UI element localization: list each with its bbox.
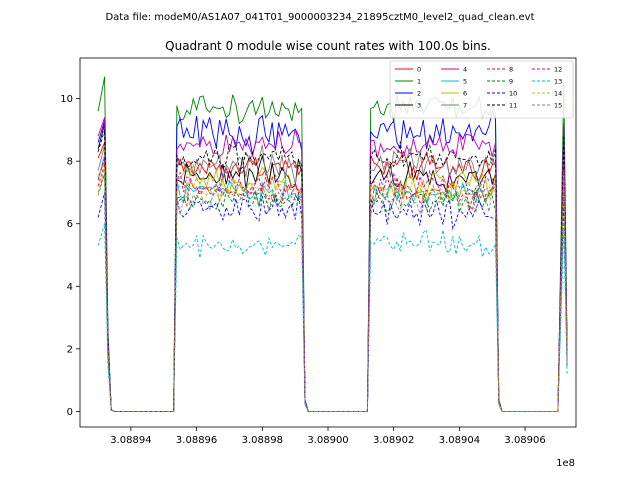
x-tick-label: 3.08906 bbox=[504, 435, 545, 446]
chart-title: Quadrant 0 module wise count rates with … bbox=[165, 39, 491, 53]
legend-label-2: 2 bbox=[417, 90, 421, 98]
legend-label-9: 9 bbox=[509, 78, 513, 86]
y-tick-label: 2 bbox=[67, 344, 73, 355]
legend-label-7: 7 bbox=[463, 102, 467, 110]
y-tick-label: 8 bbox=[67, 157, 73, 168]
legend-label-6: 6 bbox=[463, 90, 467, 98]
legend-label-0: 0 bbox=[417, 66, 421, 74]
series-line-15 bbox=[97, 173, 568, 412]
x-tick-label: 3.08896 bbox=[176, 435, 217, 446]
x-tick-label: 3.08902 bbox=[373, 435, 414, 446]
legend-label-12: 12 bbox=[554, 66, 562, 74]
x-tick-label: 3.08898 bbox=[242, 435, 283, 446]
x-axis: 3.08894 3.08896 3.08898 3.08900 3.08902 3.089… bbox=[110, 427, 546, 446]
legend-label-10: 10 bbox=[509, 90, 517, 98]
y-tick-label: 0 bbox=[67, 407, 73, 418]
legend-label-4: 4 bbox=[463, 66, 467, 74]
x-tick-label: 3.08894 bbox=[110, 435, 151, 446]
legend-label-3: 3 bbox=[417, 102, 421, 110]
suptitle: Data file: modeM0/AS1A07_041T01_90000032… bbox=[105, 12, 534, 23]
x-tick-label: 3.08904 bbox=[439, 435, 480, 446]
legend-frame bbox=[389, 60, 574, 119]
y-tick-label: 4 bbox=[67, 282, 73, 293]
y-tick-label: 10 bbox=[60, 94, 73, 105]
x-tick-label: 3.08900 bbox=[307, 435, 348, 446]
legend-label-13: 13 bbox=[554, 78, 562, 86]
series-line-10 bbox=[97, 192, 568, 412]
legend-label-1: 1 bbox=[417, 78, 421, 86]
y-tick-label: 6 bbox=[67, 219, 73, 230]
series-layer bbox=[97, 76, 568, 412]
legend-label-15: 15 bbox=[554, 102, 562, 110]
legend-label-8: 8 bbox=[509, 66, 513, 74]
legend-label-14: 14 bbox=[554, 90, 562, 98]
y-axis: 0 2 4 6 8 10 bbox=[60, 94, 80, 418]
x-offset-label: 1e8 bbox=[556, 458, 575, 469]
legend-label-5: 5 bbox=[463, 78, 467, 86]
legend-label-11: 11 bbox=[509, 102, 517, 110]
